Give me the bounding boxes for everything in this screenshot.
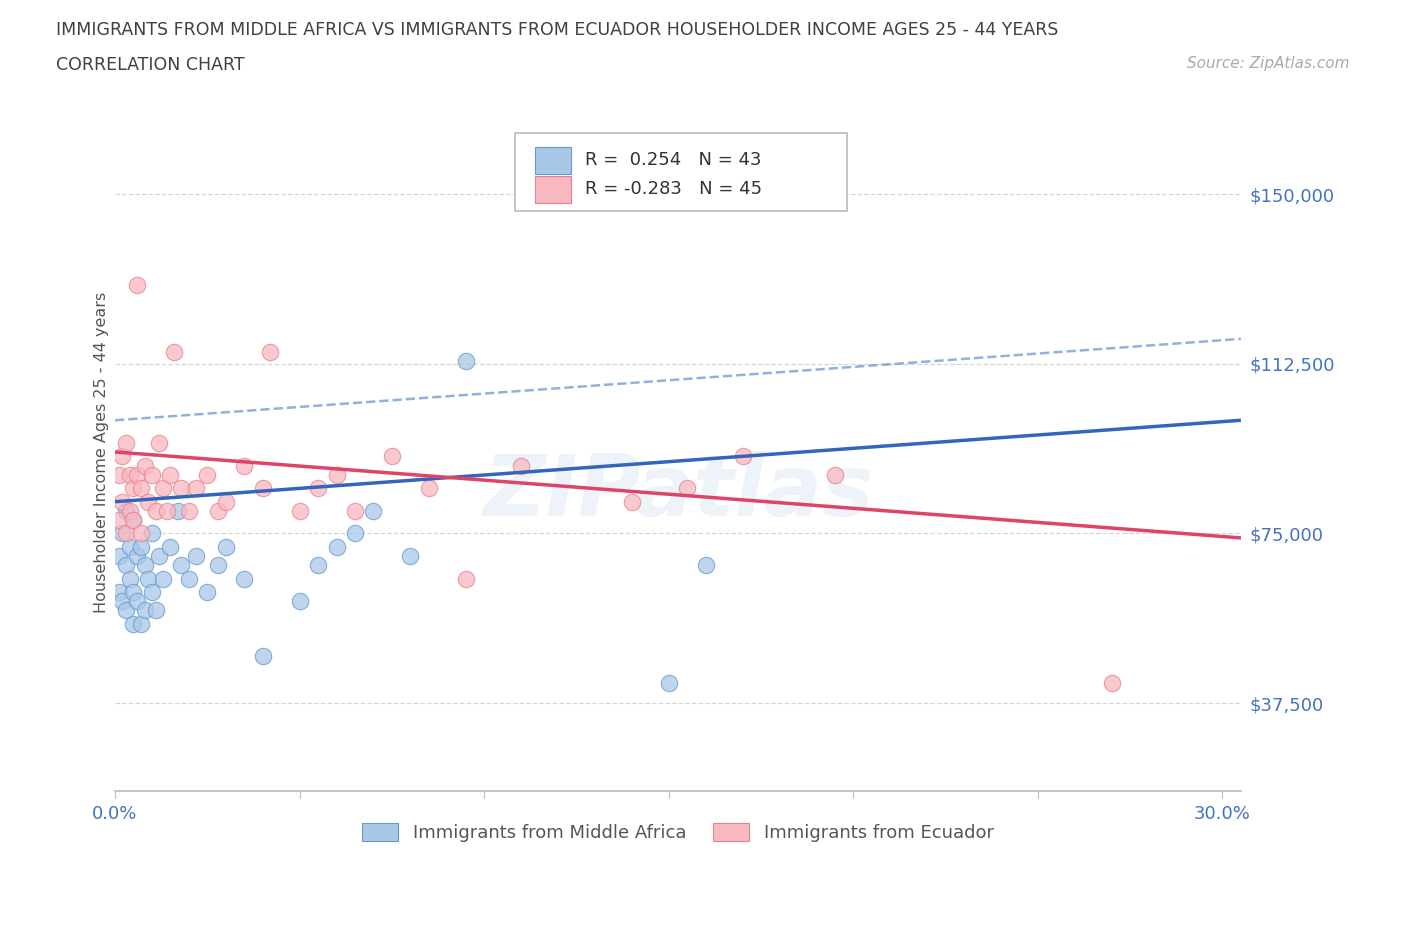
Point xyxy=(177,503,200,518)
Point xyxy=(129,617,152,631)
Text: ZIPatlas: ZIPatlas xyxy=(482,451,873,534)
FancyBboxPatch shape xyxy=(515,133,846,211)
Point xyxy=(195,585,218,600)
Point xyxy=(118,539,141,554)
Point xyxy=(118,467,141,482)
Point xyxy=(115,503,138,518)
Point xyxy=(695,558,717,573)
Point xyxy=(145,603,167,618)
Point xyxy=(159,539,181,554)
Point xyxy=(115,603,138,618)
Point xyxy=(134,458,156,473)
Point xyxy=(288,503,311,518)
Point xyxy=(510,458,533,473)
Point xyxy=(454,354,477,369)
Point xyxy=(159,467,181,482)
Point xyxy=(676,481,699,496)
Point xyxy=(107,512,129,527)
Point xyxy=(233,571,256,586)
Point xyxy=(343,526,366,541)
Point xyxy=(107,467,129,482)
Point xyxy=(170,481,193,496)
Point xyxy=(129,539,152,554)
Point xyxy=(118,571,141,586)
Text: R = -0.283   N = 45: R = -0.283 N = 45 xyxy=(585,180,762,198)
Point xyxy=(127,549,149,564)
Point xyxy=(343,503,366,518)
Point xyxy=(122,512,145,527)
Point xyxy=(363,503,385,518)
Point xyxy=(107,549,129,564)
Text: R =  0.254   N = 43: R = 0.254 N = 43 xyxy=(585,152,761,169)
Point xyxy=(115,435,138,450)
Point xyxy=(148,435,170,450)
Point xyxy=(115,526,138,541)
Point xyxy=(129,526,152,541)
Point xyxy=(122,481,145,496)
Point xyxy=(127,467,149,482)
Point xyxy=(195,467,218,482)
Point xyxy=(177,571,200,586)
Point xyxy=(252,481,274,496)
Point xyxy=(381,449,404,464)
Point xyxy=(129,481,152,496)
Y-axis label: Householder Income Ages 25 - 44 years: Householder Income Ages 25 - 44 years xyxy=(94,291,108,613)
Point xyxy=(1101,675,1123,690)
Point xyxy=(620,494,643,509)
Point xyxy=(156,503,179,518)
Bar xyxy=(534,147,571,174)
Text: CORRELATION CHART: CORRELATION CHART xyxy=(56,56,245,73)
Point xyxy=(134,603,156,618)
Point xyxy=(122,585,145,600)
Point xyxy=(658,675,681,690)
Text: IMMIGRANTS FROM MIDDLE AFRICA VS IMMIGRANTS FROM ECUADOR HOUSEHOLDER INCOME AGES: IMMIGRANTS FROM MIDDLE AFRICA VS IMMIGRA… xyxy=(56,21,1059,39)
Point xyxy=(824,467,846,482)
Point xyxy=(107,585,129,600)
Bar xyxy=(534,176,571,203)
Point xyxy=(136,571,159,586)
Point xyxy=(122,512,145,527)
Point xyxy=(118,503,141,518)
Point xyxy=(111,449,134,464)
Point xyxy=(454,571,477,586)
Point xyxy=(141,585,163,600)
Point xyxy=(215,494,238,509)
Point xyxy=(136,494,159,509)
Point xyxy=(325,467,347,482)
Point xyxy=(163,345,186,360)
Point xyxy=(233,458,256,473)
Point xyxy=(288,594,311,609)
Point xyxy=(111,526,134,541)
Point xyxy=(307,481,329,496)
Point xyxy=(122,617,145,631)
Point xyxy=(166,503,188,518)
Point xyxy=(111,594,134,609)
Point xyxy=(207,503,229,518)
Point xyxy=(399,549,422,564)
Point xyxy=(252,648,274,663)
Point xyxy=(186,481,208,496)
Point xyxy=(307,558,329,573)
Point xyxy=(207,558,229,573)
Point xyxy=(170,558,193,573)
Point xyxy=(186,549,208,564)
Point xyxy=(134,558,156,573)
Point xyxy=(115,558,138,573)
Point xyxy=(152,571,174,586)
Text: Source: ZipAtlas.com: Source: ZipAtlas.com xyxy=(1187,56,1350,71)
Point xyxy=(127,594,149,609)
Point xyxy=(127,277,149,292)
Point xyxy=(141,467,163,482)
Point xyxy=(418,481,440,496)
Point xyxy=(141,526,163,541)
Legend: Immigrants from Middle Africa, Immigrants from Ecuador: Immigrants from Middle Africa, Immigrant… xyxy=(363,823,994,842)
Point xyxy=(145,503,167,518)
Point xyxy=(152,481,174,496)
Point xyxy=(325,539,347,554)
Point xyxy=(259,345,281,360)
Point xyxy=(215,539,238,554)
Point xyxy=(731,449,754,464)
Point xyxy=(111,494,134,509)
Point xyxy=(148,549,170,564)
